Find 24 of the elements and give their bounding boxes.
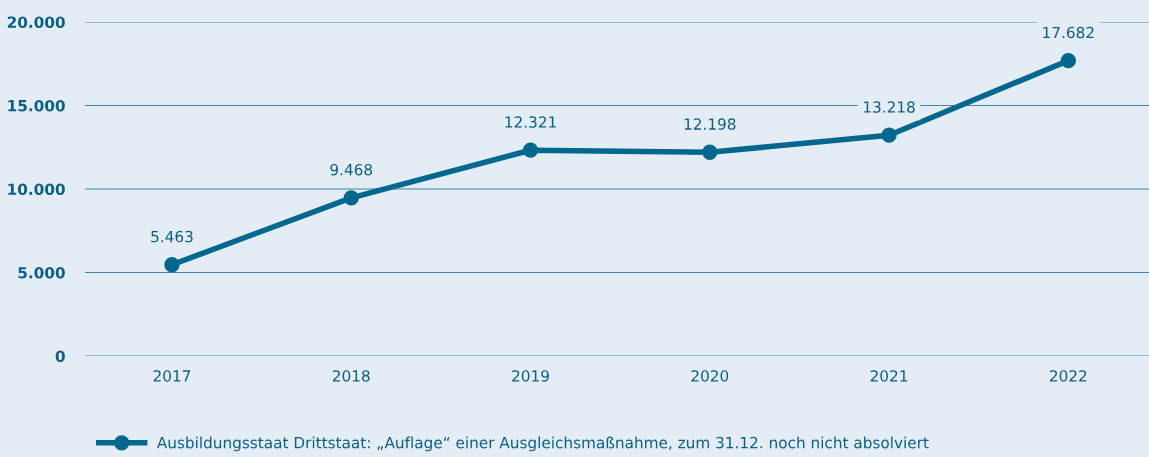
y-tick-label: 5.000: [18, 266, 65, 279]
legend-label: Ausbildungsstaat Drittstaat: „Auflage“ einer Ausgleichsmaßnahme, zum 31.12. noch nicht absolviert: [156, 436, 929, 452]
x-tick-label: 2022: [1050, 370, 1087, 382]
x-tick-label: 2020: [691, 370, 729, 382]
point: [1060, 53, 1076, 69]
y-tick-label: 10.000: [8, 183, 65, 195]
data-label: 9.468: [330, 163, 373, 176]
y-tick-label: 0: [55, 350, 65, 363]
x-tick-label: 2021: [870, 370, 908, 382]
point: [522, 142, 539, 158]
point: [343, 190, 359, 206]
x-tick-label: 2018: [332, 370, 370, 382]
data-label: 12.321: [505, 116, 556, 128]
data-label: 13.218: [864, 101, 915, 113]
data-label: 17.682: [1043, 26, 1094, 39]
y-tick-label: 15.000: [8, 99, 65, 112]
data-label: 5.463: [151, 230, 193, 243]
x-tick-label: 2017: [153, 370, 191, 382]
point: [881, 127, 897, 143]
y-tick-label: 20.000: [7, 16, 65, 28]
point: [702, 144, 718, 160]
x-tick-label: 2019: [512, 370, 549, 382]
point: [164, 257, 180, 273]
data-label: 12.198: [684, 118, 736, 130]
